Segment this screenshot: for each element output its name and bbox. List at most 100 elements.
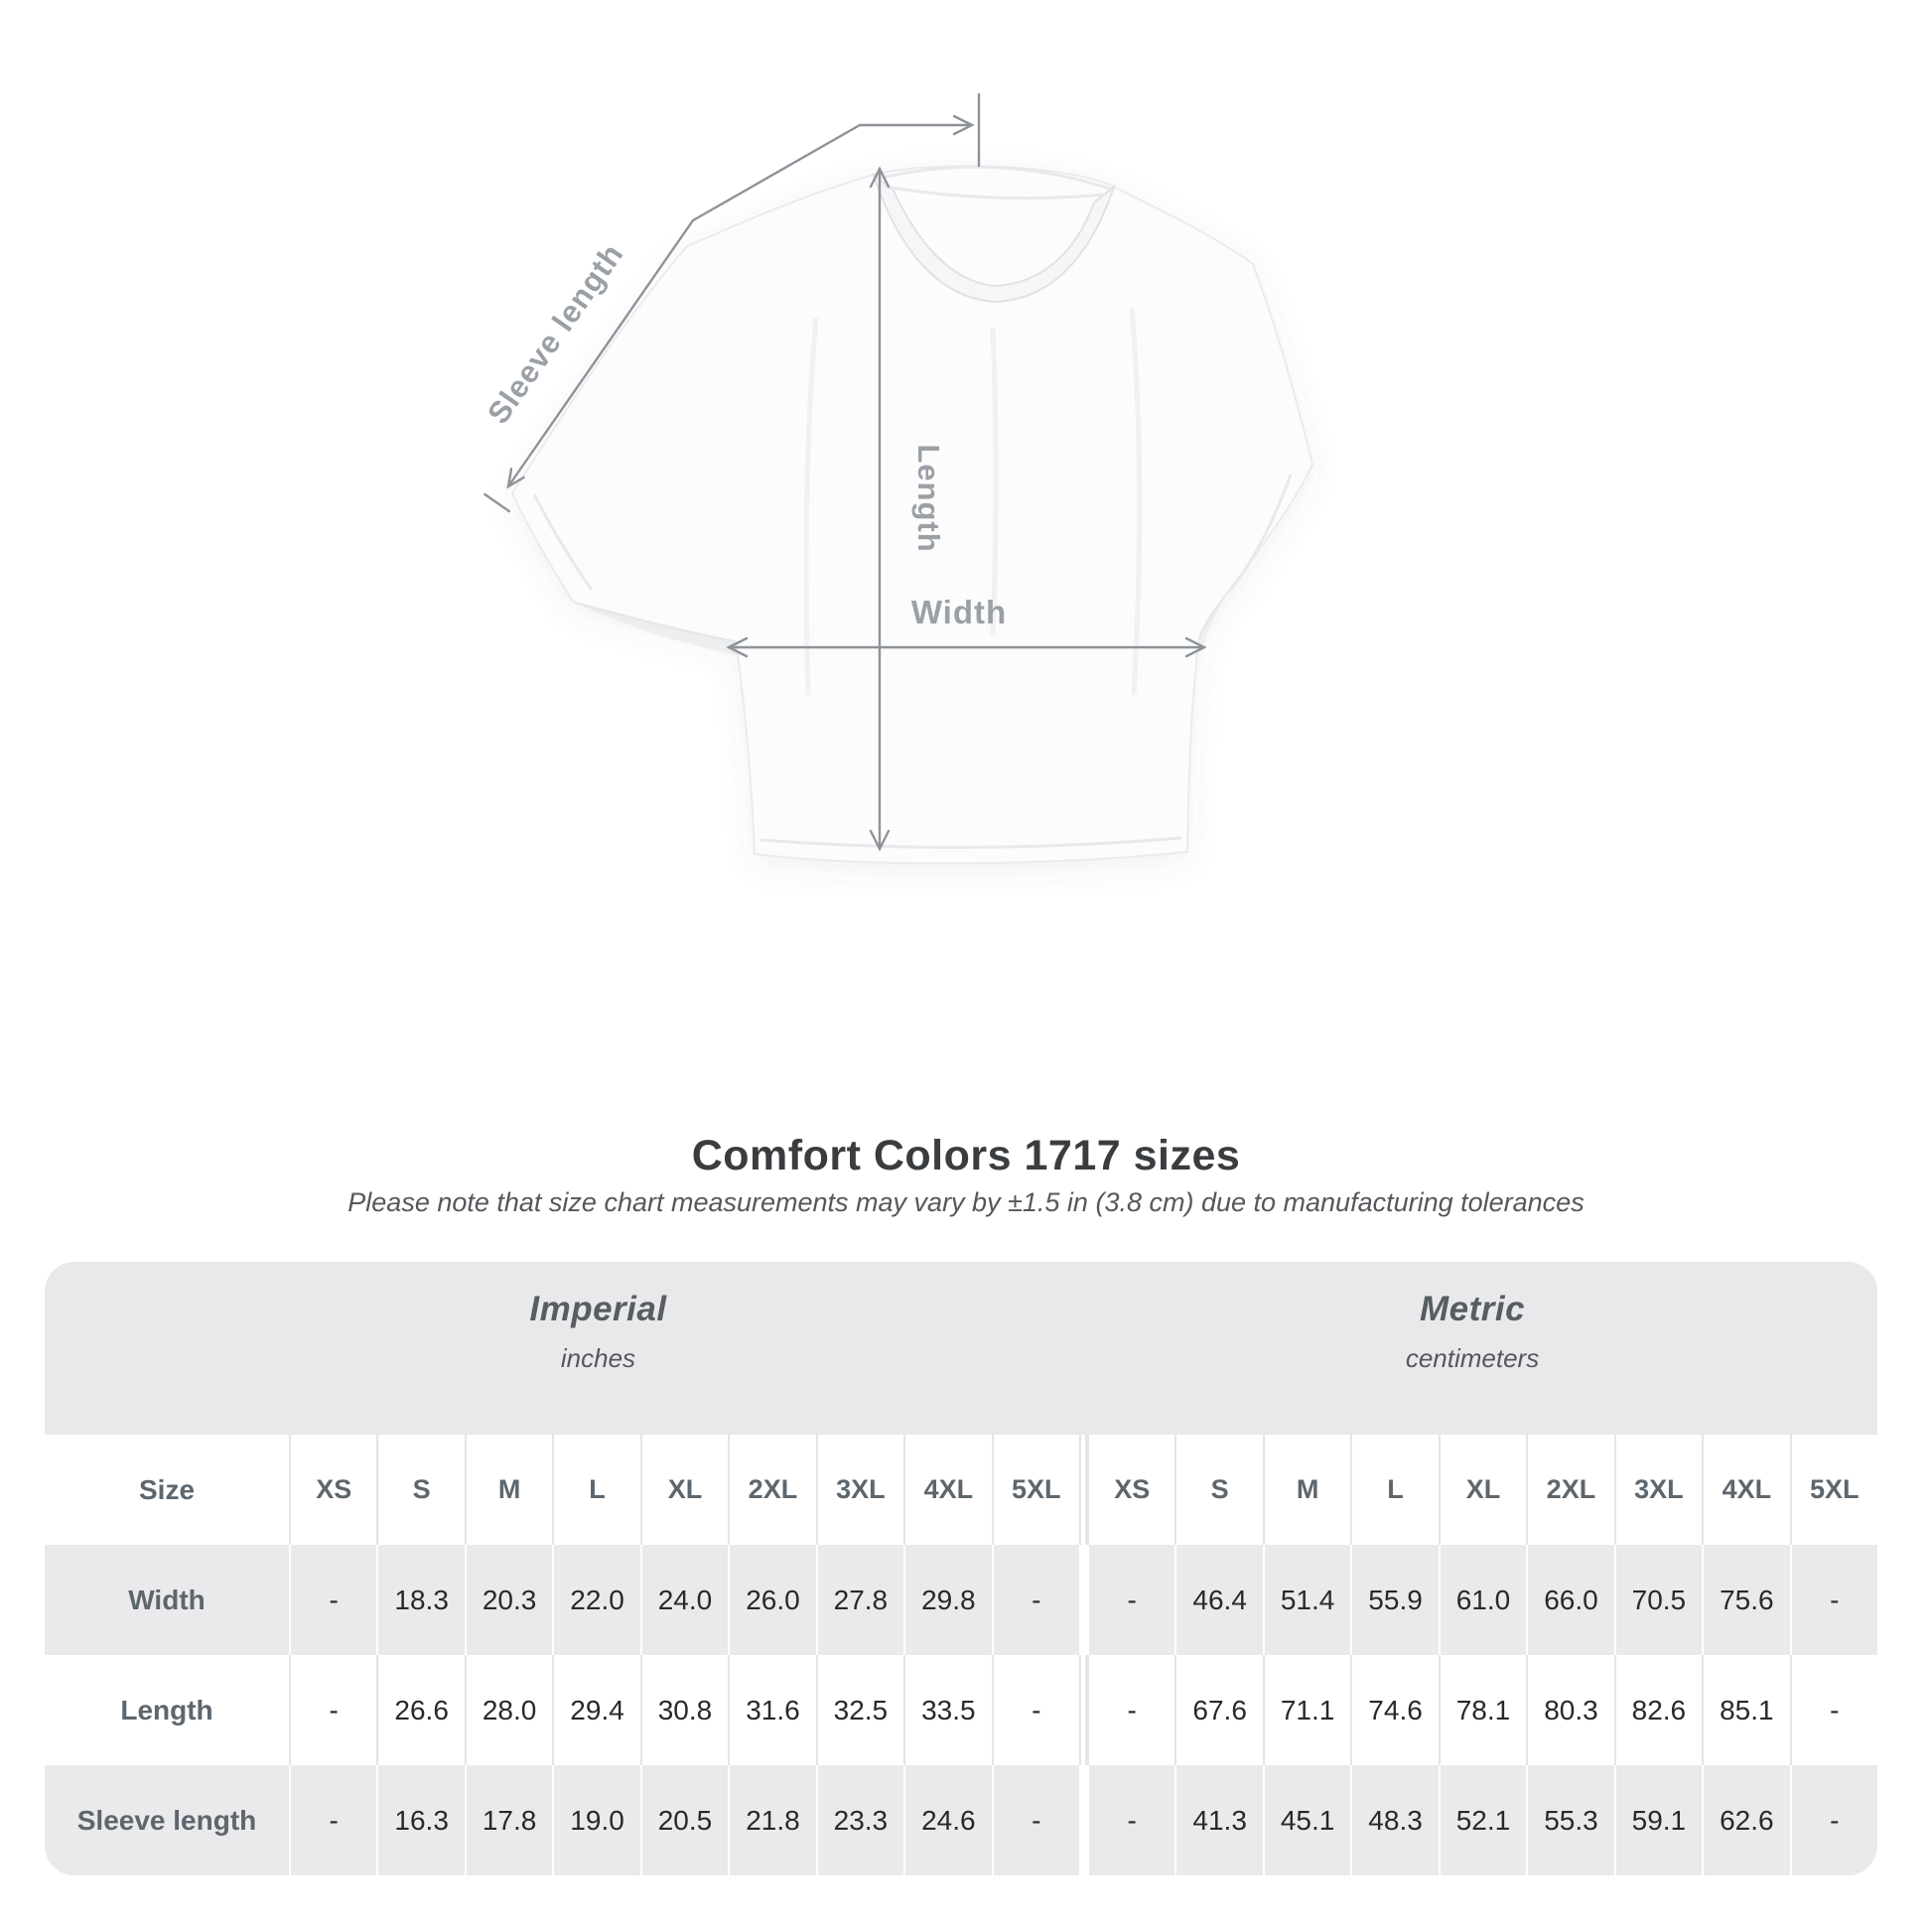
value-metric-4xl: 85.1 xyxy=(1702,1655,1789,1765)
size-header-metric-xl: XL xyxy=(1438,1435,1526,1545)
value-metric-5xl: - xyxy=(1789,1545,1877,1655)
table-row-sleeve-length: Sleeve length -16.3 17.8 19.0 20.5 21.8 23.3 24… xyxy=(45,1765,1877,1875)
row-label: Length xyxy=(120,1694,213,1725)
length-dimension: Length xyxy=(869,166,946,852)
size-table: Imperial inches Metric centimeters Size … xyxy=(45,1262,1877,1875)
page-subtitle: Please note that size chart measurements… xyxy=(347,1187,1585,1217)
value-metric-3xl: 70.5 xyxy=(1613,1545,1702,1655)
value-metric-5xl: - xyxy=(1789,1655,1877,1765)
size-header-metric-l: L xyxy=(1350,1435,1438,1545)
value-metric-xl: 78.1 xyxy=(1438,1655,1526,1765)
value-imperial-xl: 30.8 xyxy=(639,1655,728,1765)
value-imperial-5xl: - xyxy=(991,1655,1079,1765)
value-metric-4xl: 62.6 xyxy=(1702,1765,1789,1875)
value-imperial-m: 28.0 xyxy=(464,1655,552,1765)
value-imperial-l: 29.4 xyxy=(552,1655,639,1765)
imperial-title: Imperial xyxy=(529,1290,667,1328)
value-imperial-l: 22.0 xyxy=(552,1545,639,1655)
size-header-row: Size XS S M L XL 2XL 3XL 4XL 5XL XS S M L XL 2XL 3XL 4XL… xyxy=(45,1435,1877,1545)
value-imperial-2xl: 31.6 xyxy=(728,1655,815,1765)
value-metric-5xl: - xyxy=(1789,1765,1877,1875)
size-header-imperial-xs: XS xyxy=(289,1435,376,1545)
value-metric-4xl: 75.6 xyxy=(1702,1545,1789,1655)
collar xyxy=(872,172,1117,304)
size-header-metric-5xl: 5XL xyxy=(1789,1435,1877,1545)
size-header-metric-2xl: 2XL xyxy=(1526,1435,1613,1545)
value-imperial-4xl: 33.5 xyxy=(903,1655,991,1765)
size-header-imperial-3xl: 3XL xyxy=(815,1435,903,1545)
imperial-group-header: Imperial inches xyxy=(529,1290,666,1374)
size-header-metric-s: S xyxy=(1174,1435,1262,1545)
tshirt-measurement-diagram: Sleeve length Length Width xyxy=(481,92,1314,865)
value-imperial-l: 19.0 xyxy=(552,1765,639,1875)
value-metric-l: 74.6 xyxy=(1350,1655,1438,1765)
value-imperial-s: 26.6 xyxy=(376,1655,464,1765)
value-metric-2xl: 55.3 xyxy=(1526,1765,1613,1875)
size-header-imperial-5xl: 5XL xyxy=(991,1435,1079,1545)
value-imperial-xl: 20.5 xyxy=(639,1765,728,1875)
group-divider xyxy=(1078,1545,1087,1655)
size-header-imperial-m: M xyxy=(464,1435,552,1545)
size-header-imperial-xl: XL xyxy=(639,1435,728,1545)
metric-title: Metric xyxy=(1419,1290,1526,1328)
row-label: Sleeve length xyxy=(76,1804,257,1836)
row-label: Width xyxy=(128,1584,206,1615)
value-metric-s: 46.4 xyxy=(1174,1545,1262,1655)
value-imperial-m: 20.3 xyxy=(464,1545,552,1655)
value-imperial-3xl: 27.8 xyxy=(815,1545,903,1655)
value-imperial-s: 18.3 xyxy=(376,1545,464,1655)
value-metric-xl: 61.0 xyxy=(1438,1545,1526,1655)
metric-group-header: Metric centimeters xyxy=(1406,1290,1539,1374)
value-metric-s: 67.6 xyxy=(1174,1655,1262,1765)
value-imperial-5xl: - xyxy=(991,1545,1079,1655)
size-header-imperial-2xl: 2XL xyxy=(728,1435,815,1545)
value-metric-s: 41.3 xyxy=(1174,1765,1262,1875)
size-header-metric-4xl: 4XL xyxy=(1702,1435,1789,1545)
value-metric-xs: - xyxy=(1086,1765,1174,1875)
metric-unit: centimeters xyxy=(1405,1343,1540,1373)
value-metric-2xl: 80.3 xyxy=(1526,1655,1613,1765)
width-label: Width xyxy=(911,594,1007,630)
tshirt-graphic xyxy=(510,165,1314,865)
value-metric-xs: - xyxy=(1086,1655,1174,1765)
table-row-length: Length -26.6 28.0 29.4 30.8 31.6 32.5 33.5- -67.… xyxy=(45,1655,1877,1765)
length-label: Length xyxy=(911,444,946,552)
value-imperial-xs: - xyxy=(289,1545,376,1655)
size-header-imperial-l: L xyxy=(552,1435,639,1545)
size-header-metric-3xl: 3XL xyxy=(1613,1435,1702,1545)
value-imperial-s: 16.3 xyxy=(376,1765,464,1875)
value-imperial-5xl: - xyxy=(991,1765,1079,1875)
value-imperial-xl: 24.0 xyxy=(639,1545,728,1655)
value-metric-m: 45.1 xyxy=(1262,1765,1350,1875)
value-imperial-4xl: 24.6 xyxy=(903,1765,991,1875)
value-imperial-xs: - xyxy=(289,1655,376,1765)
value-metric-l: 55.9 xyxy=(1350,1545,1438,1655)
size-header-imperial-s: S xyxy=(376,1435,464,1545)
value-metric-3xl: 82.6 xyxy=(1613,1655,1702,1765)
value-metric-2xl: 66.0 xyxy=(1526,1545,1613,1655)
value-metric-l: 48.3 xyxy=(1350,1765,1438,1875)
size-column-header: Size xyxy=(138,1473,196,1505)
unit-header-band: Imperial inches Metric centimeters xyxy=(45,1262,1877,1435)
size-header-metric-xs: XS xyxy=(1086,1435,1174,1545)
value-imperial-2xl: 26.0 xyxy=(728,1545,815,1655)
value-imperial-4xl: 29.8 xyxy=(903,1545,991,1655)
group-divider xyxy=(1078,1765,1087,1875)
width-dimension: Width xyxy=(726,594,1207,658)
value-imperial-3xl: 23.3 xyxy=(815,1765,903,1875)
group-divider xyxy=(1078,1655,1087,1765)
size-header-imperial-4xl: 4XL xyxy=(903,1435,991,1545)
value-metric-m: 51.4 xyxy=(1262,1545,1350,1655)
imperial-unit: inches xyxy=(560,1343,636,1373)
value-imperial-3xl: 32.5 xyxy=(815,1655,903,1765)
page-title: Comfort Colors 1717 sizes xyxy=(691,1132,1241,1179)
size-header-metric-m: M xyxy=(1262,1435,1350,1545)
value-metric-3xl: 59.1 xyxy=(1613,1765,1702,1875)
value-imperial-m: 17.8 xyxy=(464,1765,552,1875)
value-metric-xs: - xyxy=(1086,1545,1174,1655)
group-divider xyxy=(1078,1435,1087,1545)
value-metric-m: 71.1 xyxy=(1262,1655,1350,1765)
table-row-width: Width -18.3 20.3 22.0 24.0 26.0 27.8 29.8- -46.4… xyxy=(45,1545,1877,1655)
value-metric-xl: 52.1 xyxy=(1438,1765,1526,1875)
